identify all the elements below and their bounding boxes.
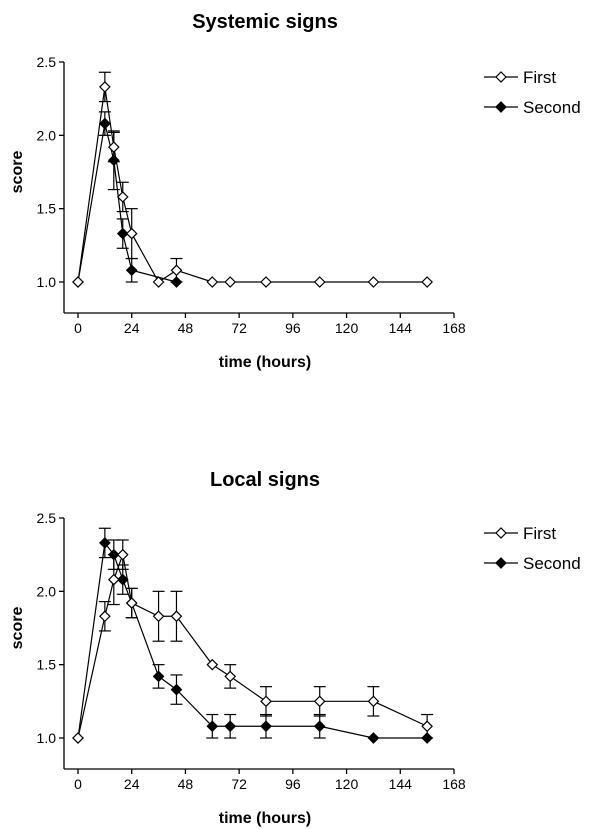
x-tick-label: 24	[124, 776, 140, 792]
plot-area	[72, 527, 434, 744]
data-point	[72, 276, 84, 288]
chart-systemic: Systemic signs score time (hours) 1.0 1.5…	[9, 11, 581, 371]
legend-marker	[495, 71, 507, 83]
chart-local: Local signs score time (hours) 1.0 1.5 2.0…	[9, 469, 581, 827]
chart-title: Local signs	[210, 469, 320, 491]
data-point	[152, 610, 165, 623]
data-point	[152, 276, 165, 288]
series-first	[72, 71, 433, 288]
y-tick-label: 2.5	[37, 54, 57, 70]
x-tick-label: 72	[231, 776, 247, 792]
data-point	[313, 720, 326, 733]
data-point	[99, 81, 111, 93]
y-tick-label: 1.5	[37, 201, 57, 217]
x-axis-label: time (hours)	[219, 354, 311, 371]
data-point	[421, 720, 433, 733]
data-point	[152, 670, 165, 683]
legend-marker	[495, 101, 507, 113]
data-point	[224, 670, 237, 683]
x-tick-label: 96	[285, 776, 301, 792]
data-point	[125, 264, 138, 277]
data-point	[313, 695, 326, 708]
data-point	[260, 695, 272, 708]
series-line	[77, 541, 428, 739]
legend-label: First	[523, 524, 556, 543]
x-tick-label: 120	[335, 776, 359, 792]
x-tick-label: 168	[442, 320, 466, 336]
data-point	[116, 191, 129, 203]
data-point	[116, 573, 129, 586]
plot-area	[72, 71, 433, 288]
data-point	[99, 610, 111, 623]
y-tick-label: 1.0	[37, 274, 57, 290]
legend-label: Second	[523, 98, 581, 117]
series-line	[77, 552, 428, 739]
x-tick-label: 144	[389, 320, 413, 336]
y-tick-label: 2.5	[37, 510, 57, 526]
series-second	[72, 527, 433, 744]
y-axis-label: score	[9, 607, 26, 650]
y-tick-label: 2.0	[37, 583, 57, 599]
data-point	[107, 573, 120, 586]
data-point	[260, 276, 272, 288]
data-point	[125, 597, 138, 609]
x-tick-label: 48	[178, 776, 194, 792]
x-tick-label: 0	[74, 776, 82, 792]
data-point	[170, 610, 183, 623]
x-tick-label: 144	[389, 776, 413, 792]
data-point	[367, 732, 380, 744]
axes: 1.0 1.5 2.0 2.5 0 24 48 72 96 120 144 168	[37, 510, 466, 792]
y-tick-label: 1.0	[37, 730, 57, 746]
data-point	[116, 227, 129, 240]
x-axis-label: time (hours)	[219, 810, 311, 827]
legend-marker	[495, 557, 507, 569]
data-point	[99, 537, 111, 549]
data-point	[367, 695, 380, 708]
legend: First Second	[484, 524, 581, 573]
series-first	[72, 539, 434, 744]
data-point	[367, 276, 380, 288]
x-tick-label: 96	[285, 320, 301, 336]
data-point	[260, 720, 272, 733]
data-point	[224, 276, 237, 288]
data-point	[125, 227, 138, 240]
data-point	[116, 548, 129, 561]
x-tick-label: 72	[231, 320, 247, 336]
data-point	[72, 732, 84, 744]
data-point	[206, 720, 219, 733]
legend: First Second	[484, 68, 581, 117]
data-point	[99, 117, 111, 130]
legend-marker	[495, 527, 507, 539]
data-point	[206, 658, 219, 671]
data-point	[421, 276, 433, 288]
x-tick-label: 24	[124, 320, 140, 336]
data-point	[170, 264, 183, 277]
data-point	[313, 276, 326, 288]
data-point	[107, 141, 120, 153]
y-axis-label: score	[9, 151, 26, 194]
legend-label: First	[523, 68, 556, 87]
x-tick-label: 120	[335, 320, 359, 336]
y-tick-label: 1.5	[37, 657, 57, 673]
data-point	[224, 720, 237, 733]
axes: 1.0 1.5 2.0 2.5 0 24 48 72 96 120 144 168	[37, 54, 466, 336]
y-tick-label: 2.0	[37, 127, 57, 143]
chart-title: Systemic signs	[192, 11, 338, 33]
x-tick-label: 168	[442, 776, 466, 792]
data-point	[170, 683, 183, 696]
series-line	[77, 86, 428, 283]
x-tick-label: 0	[74, 320, 82, 336]
legend-label: Second	[523, 554, 581, 573]
x-tick-label: 48	[178, 320, 194, 336]
data-point	[206, 276, 219, 288]
